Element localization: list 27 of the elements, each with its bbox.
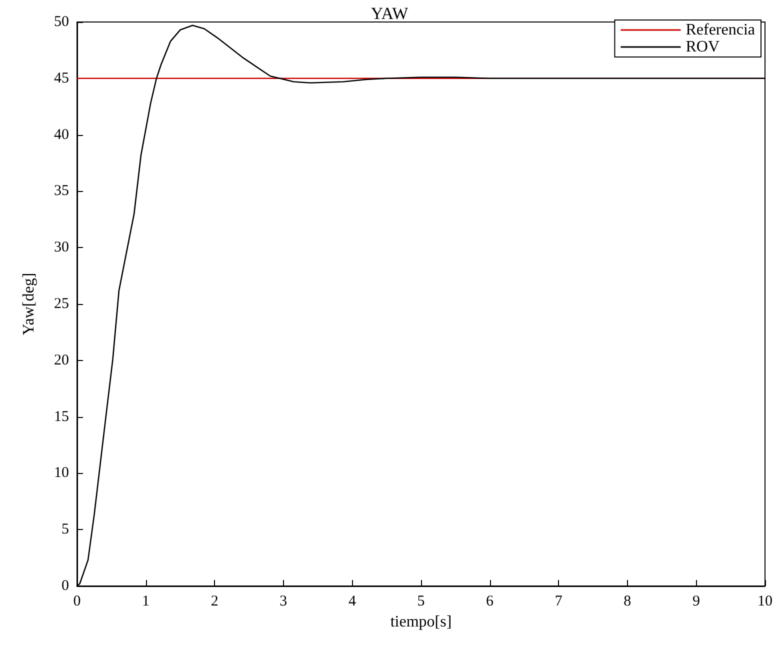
- y-tick-label: 30: [54, 240, 69, 256]
- x-tick-label: 4: [348, 594, 356, 610]
- x-tick-label: 2: [210, 594, 218, 610]
- x-tick-label: 5: [417, 594, 425, 610]
- y-tick-label: 20: [54, 352, 69, 368]
- x-tick-label: 9: [692, 594, 700, 610]
- y-tick-label: 50: [54, 14, 69, 30]
- x-tick-label: 0: [73, 594, 81, 610]
- y-axis-title: Yaw[deg]: [20, 272, 38, 336]
- chart-title: YAW: [370, 4, 410, 23]
- legend-label: ROV: [686, 38, 720, 56]
- x-tick-label: 10: [758, 594, 772, 610]
- x-tick-label: 1: [142, 594, 150, 610]
- y-tick-label: 25: [54, 296, 69, 312]
- x-tick-label: 6: [486, 594, 494, 610]
- y-tick-label: 15: [54, 408, 69, 425]
- y-tick-label: 5: [62, 522, 69, 538]
- x-tick-label: 8: [624, 594, 632, 610]
- x-tick-label: 3: [280, 594, 288, 610]
- y-tick-label: 10: [54, 465, 69, 482]
- y-tick-label: 45: [54, 70, 69, 86]
- x-axis-title: tiempo[s]: [390, 613, 452, 630]
- y-tick-label: 40: [54, 126, 69, 143]
- x-tick-label: 7: [554, 594, 563, 610]
- legend-label: Referencia: [686, 22, 755, 38]
- y-tick-label: 0: [62, 578, 69, 594]
- y-tick-label: 35: [54, 183, 69, 200]
